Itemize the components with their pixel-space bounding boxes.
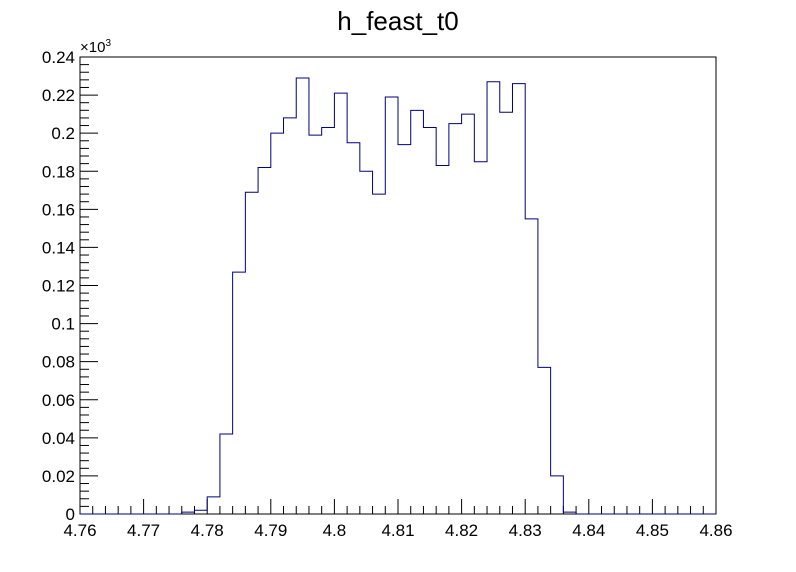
x-tick-label: 4.86 bbox=[699, 521, 732, 540]
x-tick-label: 4.8 bbox=[323, 521, 347, 540]
x-axis-labels: 4.76 4.77 4.78 4.79 4.8 4.81 4.82 4.83 4.84 4.85 4… bbox=[63, 521, 732, 540]
y-axis-ticks bbox=[80, 56, 98, 515]
x-tick-label: 4.83 bbox=[509, 521, 542, 540]
histogram-outline bbox=[80, 77, 716, 515]
y-tick-label: 0.14 bbox=[42, 238, 75, 257]
y-tick-label: 0.2 bbox=[51, 124, 75, 143]
x-tick-label: 4.76 bbox=[63, 521, 96, 540]
x-tick-label: 4.82 bbox=[445, 521, 478, 540]
y-tick-label: 0.18 bbox=[42, 162, 75, 181]
y-tick-label: 0.16 bbox=[42, 200, 75, 219]
x-tick-label: 4.81 bbox=[381, 521, 414, 540]
y-tick-label: 0.24 bbox=[42, 48, 75, 67]
y-axis-labels: 0 0.02 0.04 0.06 0.08 0.1 0.12 0.14 0.16 0.18 0.2 0… bbox=[42, 48, 75, 524]
y-tick-label: 0.02 bbox=[42, 467, 75, 486]
y-tick-label: 0.1 bbox=[51, 315, 75, 334]
histogram-bins bbox=[80, 77, 716, 515]
x-axis-ticks bbox=[79, 499, 717, 514]
y-axis-exponent: ×103 bbox=[80, 38, 111, 56]
x-tick-label: 4.79 bbox=[254, 521, 287, 540]
y-tick-label: 0 bbox=[66, 505, 75, 524]
x-tick-label: 4.77 bbox=[127, 521, 160, 540]
y-tick-label: 0.22 bbox=[42, 86, 75, 105]
x-tick-label: 4.85 bbox=[636, 521, 669, 540]
x-tick-label: 4.78 bbox=[191, 521, 224, 540]
chart-title: h_feast_t0 bbox=[337, 6, 458, 36]
y-tick-label: 0.04 bbox=[42, 429, 75, 448]
x-tick-label: 4.84 bbox=[572, 521, 605, 540]
y-tick-label: 0.08 bbox=[42, 353, 75, 372]
y-tick-label: 0.12 bbox=[42, 277, 75, 296]
y-tick-label: 0.06 bbox=[42, 391, 75, 410]
